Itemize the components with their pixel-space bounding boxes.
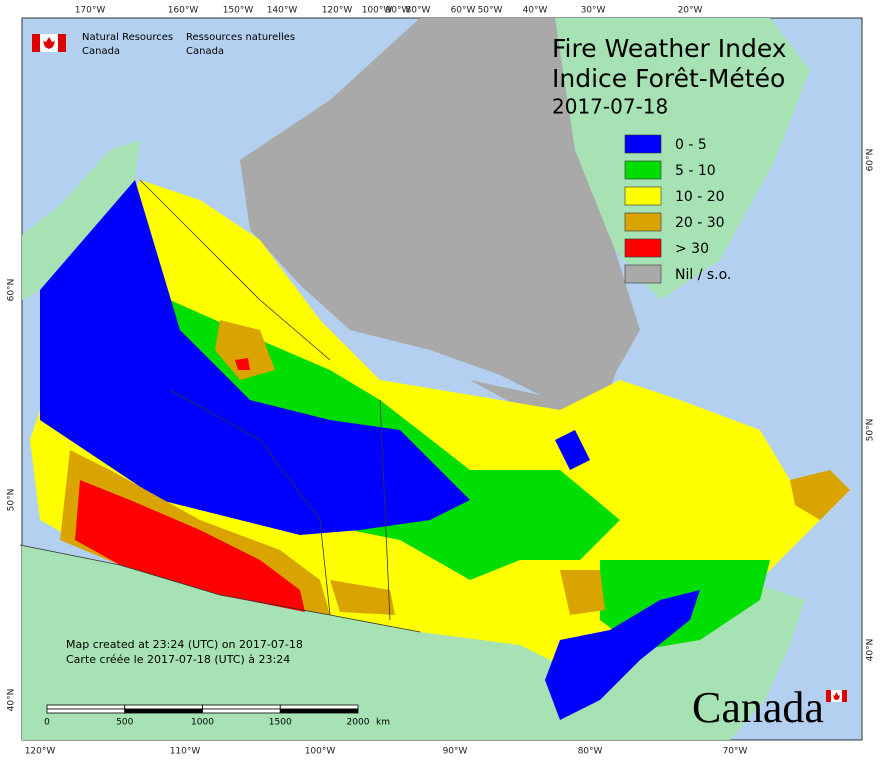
legend-swatch [624,238,662,258]
scale-segment [124,708,203,714]
scale-unit: km [376,718,390,728]
wordmark-flag [826,690,847,702]
lon-label: 70°W [723,747,748,757]
lon-label: 120°W [322,6,353,16]
legend-label: Nil / s.o. [675,267,731,283]
lon-label: 170°W [75,6,106,16]
nrcan-flag [32,34,66,52]
note: Carte créée le 2017-07-18 (UTC) à 23:24 [66,653,290,666]
scale-segment [46,708,126,714]
lon-label: 30°W [581,6,606,16]
lon-label: 40°W [523,6,548,16]
scale-bar: 0 500 1000 1500 2000 km [44,704,390,728]
date: 2017-07-18 [552,95,668,119]
lat-label: 60°N [866,149,876,172]
lon-label: 100°W [305,747,336,757]
title: Fire Weather Index [552,34,787,63]
legend-label: > 30 [675,241,709,257]
agency-en: Natural Resources [82,32,173,43]
lon-label: 120°W [25,747,56,757]
lon-label: 110°W [170,747,201,757]
lat-label: 60°N [7,279,17,302]
scale-segment [279,708,359,714]
lon-label: 50°W [478,6,503,16]
graticule: 170°W 160°W 150°W 140°W 120°W 100°W90°W80°W 60… [7,6,876,757]
lat-label: 40°N [866,639,876,662]
lon-label: 80°W [406,6,431,16]
legend-label: 10 - 20 [675,189,725,205]
lon-label: 60°W [451,6,476,16]
legend-swatch [624,134,662,154]
lon-label: 150°W [223,6,254,16]
lon-label: 80°W [578,747,603,757]
legend-swatch [624,186,662,206]
scale-label: 500 [116,718,133,728]
scale-label: 2000 [347,718,370,728]
wordmark: Canada [692,683,824,732]
scale-segment [124,704,203,710]
legend-swatch [624,264,662,284]
agency-fr: Canada [186,46,224,57]
lat-label: 40°N [7,689,17,712]
lat-label: 50°N [7,489,17,512]
lon-label: 90°W [443,747,468,757]
scale-segment [46,704,126,710]
legend-label: 5 - 10 [675,163,716,179]
scale-segment [279,704,359,710]
lat-label: 50°N [866,419,876,442]
legend-label: 0 - 5 [675,137,707,153]
lon-label: 100°W [362,6,393,16]
legend-label: 20 - 30 [675,215,725,231]
fire-zones [30,18,850,720]
legend-swatch [624,212,662,232]
title: Indice Forêt-Météo [552,64,785,93]
lon-label: 140°W [267,6,298,16]
scale-segment [202,708,281,714]
scale-label: 0 [44,718,50,728]
foreign-land [22,18,810,740]
lon-label: 20°W [678,6,703,16]
agency-fr: Ressources naturelles [186,32,295,43]
scale-label: 1000 [191,718,214,728]
scale-segment [202,704,281,710]
legend: 0 - 5 5 - 10 10 - 20 20 - 30 > 30 Nil / s.o. [624,134,731,284]
lon-label: 160°W [168,6,199,16]
scale-label: 1500 [269,718,292,728]
agency-en: Canada [82,46,120,57]
legend-swatch [624,160,662,180]
borders [19,179,421,633]
note: Map created at 23:24 (UTC) on 2017-07-18 [66,638,303,651]
lon-label: 90°W [386,6,411,16]
